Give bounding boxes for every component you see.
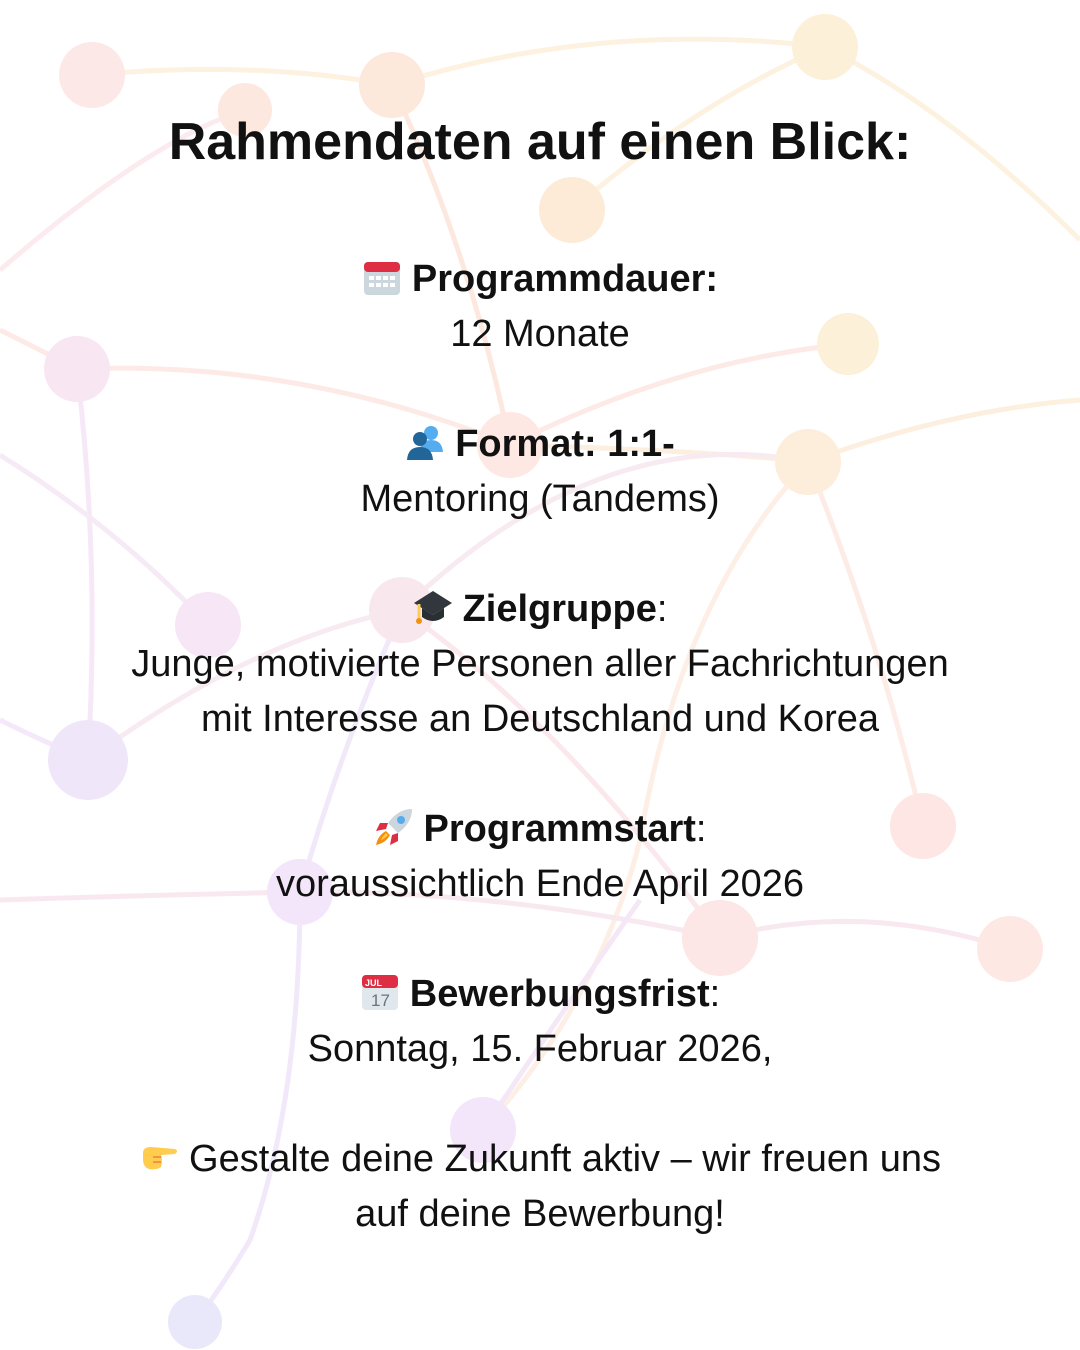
section-value: Mentoring (Tandems) (360, 478, 720, 520)
section-zielgruppe: Zielgruppe: Junge, motivierte Personen a… (0, 582, 1080, 747)
section-format: Format: 1:1- Mentoring (Tandems) (0, 417, 1080, 527)
section-bewerbungsfrist: JUL 17 Bewerbungsfrist: Sonntag, 15. Febru… (0, 967, 1080, 1077)
closing-line: auf deine Bewerbung! (355, 1193, 725, 1235)
calendar-icon (363, 262, 400, 295)
section-heading: Bewerbungsfrist (409, 973, 710, 1015)
section-programmstart: Programmstart: voraussichtlich Ende Apri… (0, 802, 1080, 912)
section-programmdauer: Programmdauer: 12 Monate (0, 252, 1080, 362)
date-calendar-icon: JUL 17 (361, 975, 398, 1010)
section-value: Junge, motivierte Personen aller Fachric… (131, 643, 949, 685)
people-icon (407, 426, 444, 460)
graduation-cap-icon (413, 591, 452, 624)
section-heading: Zielgruppe (462, 588, 657, 630)
section-heading: Programmdauer: (411, 258, 719, 300)
closing-line: Gestalte deine Zukunft aktiv – wir freue… (189, 1138, 941, 1180)
svg-text:JUL: JUL (365, 978, 383, 988)
section-heading: Format: 1:1- (455, 423, 675, 465)
section-value: voraussichtlich Ende April 2026 (275, 863, 805, 905)
closing-message: Gestalte deine Zukunft aktiv – wir freue… (0, 1132, 1080, 1242)
svg-text:17: 17 (371, 991, 390, 1010)
section-value: 12 Monate (450, 313, 630, 355)
pointing-hand-icon (143, 1147, 178, 1170)
section-value: mit Interesse an Deutschland und Korea (200, 698, 880, 740)
page-title: Rahmendaten auf einen Blick: (168, 113, 912, 171)
rocket-icon (375, 809, 412, 845)
section-value: Sonntag, 15. Februar 2026, (307, 1028, 773, 1070)
section-heading: Programmstart (423, 808, 696, 850)
